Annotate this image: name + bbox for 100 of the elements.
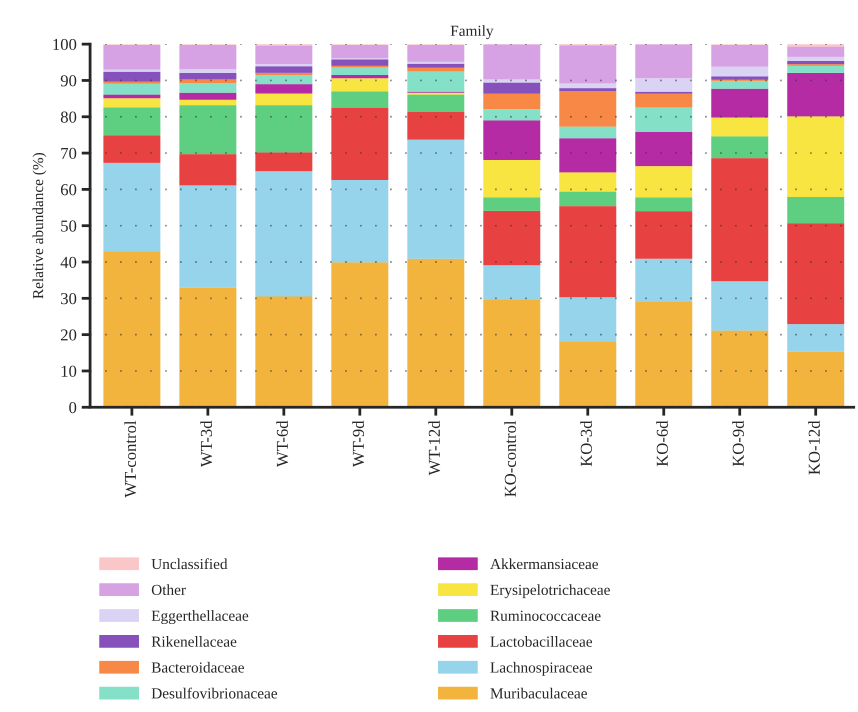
bar	[103, 135, 160, 163]
bar	[103, 98, 160, 108]
bar	[559, 172, 616, 192]
legend-label: Desulfovibrionaceae	[152, 688, 278, 699]
bar	[559, 192, 616, 206]
y-tick-label: 80	[60, 111, 76, 123]
bar	[635, 302, 692, 408]
bar	[711, 281, 768, 331]
bar	[711, 88, 768, 118]
legend-label: Eggerthellaceae	[152, 610, 248, 624]
bar	[787, 352, 844, 408]
x-tick-label: WT-3d	[200, 420, 212, 468]
bar	[255, 75, 312, 84]
bar	[711, 330, 768, 408]
y-tick-label: 100	[53, 38, 76, 50]
bar	[711, 66, 768, 76]
bar	[407, 140, 464, 259]
bar	[559, 297, 616, 342]
bar	[787, 197, 844, 224]
bar	[103, 94, 160, 98]
bar	[483, 299, 540, 408]
legend-label: Bacteroidaceae	[152, 662, 244, 673]
bar	[711, 44, 768, 67]
bar	[787, 46, 844, 57]
x-tick-label: WT-12d	[428, 420, 440, 476]
bar	[635, 107, 692, 132]
bar	[255, 94, 312, 106]
bar	[331, 75, 388, 78]
x-tick-label: KO-control	[504, 420, 516, 497]
bar	[255, 46, 312, 64]
bar	[483, 197, 540, 211]
bar	[255, 296, 312, 408]
bar	[179, 288, 236, 408]
bar	[711, 76, 768, 80]
bar	[407, 258, 464, 408]
legend-label: Ruminococcaceae	[490, 610, 601, 621]
bar	[483, 160, 540, 198]
bar	[787, 116, 844, 198]
bar	[559, 206, 616, 298]
x-tick-label: WT-control	[124, 420, 136, 498]
bar	[711, 158, 768, 282]
bar	[787, 56, 844, 61]
chart-title: Family	[450, 25, 494, 40]
bar	[559, 126, 616, 138]
bar	[559, 45, 616, 84]
bar	[103, 107, 160, 136]
bar	[559, 88, 616, 91]
y-tick-label: 20	[60, 329, 76, 341]
bar	[179, 100, 236, 106]
bar	[483, 79, 540, 83]
legend-label: Muribaculaceae	[490, 688, 587, 699]
x-tick-label: KO-6d	[656, 420, 668, 466]
bar	[483, 82, 540, 94]
bar	[559, 83, 616, 88]
bar	[179, 105, 236, 154]
bar	[331, 44, 388, 58]
y-tick-label: 60	[60, 184, 76, 196]
bar	[103, 162, 160, 252]
bar	[787, 66, 844, 73]
bar	[483, 265, 540, 300]
bar	[255, 105, 312, 152]
bar	[407, 94, 464, 112]
y-tick-label: 10	[62, 366, 76, 377]
legend-label: Other	[152, 584, 186, 596]
bar	[787, 324, 844, 352]
bar	[407, 112, 464, 140]
y-tick-label: 0	[69, 402, 76, 414]
legend-label: Lactobacillaceae	[490, 636, 592, 647]
x-tick-label: WT-9d	[352, 420, 364, 468]
bar	[559, 341, 616, 408]
bar	[331, 180, 388, 262]
bar	[635, 258, 692, 302]
bar	[179, 79, 236, 83]
bar	[407, 71, 464, 92]
legend-label: Rikenellaceae	[152, 636, 236, 647]
bar	[787, 72, 844, 116]
bar	[179, 185, 236, 288]
bar	[103, 72, 160, 82]
bar	[635, 44, 692, 78]
y-tick-label: 50	[61, 220, 76, 232]
bar	[179, 72, 236, 80]
bar	[103, 84, 160, 95]
bar	[711, 136, 768, 158]
legend-label: Erysipelotrichaceae	[490, 584, 610, 598]
y-tick-label: 70	[61, 148, 76, 160]
x-tick-label: KO-3d	[580, 420, 592, 466]
bar	[483, 109, 540, 120]
bar	[787, 224, 844, 324]
x-tick-label: KO-9d	[732, 420, 744, 466]
bar	[255, 72, 312, 76]
bar	[635, 166, 692, 198]
bar	[635, 197, 692, 212]
bar	[635, 78, 692, 92]
bar	[179, 154, 236, 186]
bar	[331, 59, 388, 66]
y-tick-label: 40	[60, 256, 76, 268]
y-axis-title: Relative abundance (%)	[32, 152, 46, 299]
bar	[179, 44, 236, 70]
bar	[407, 68, 464, 72]
bar	[635, 211, 692, 259]
